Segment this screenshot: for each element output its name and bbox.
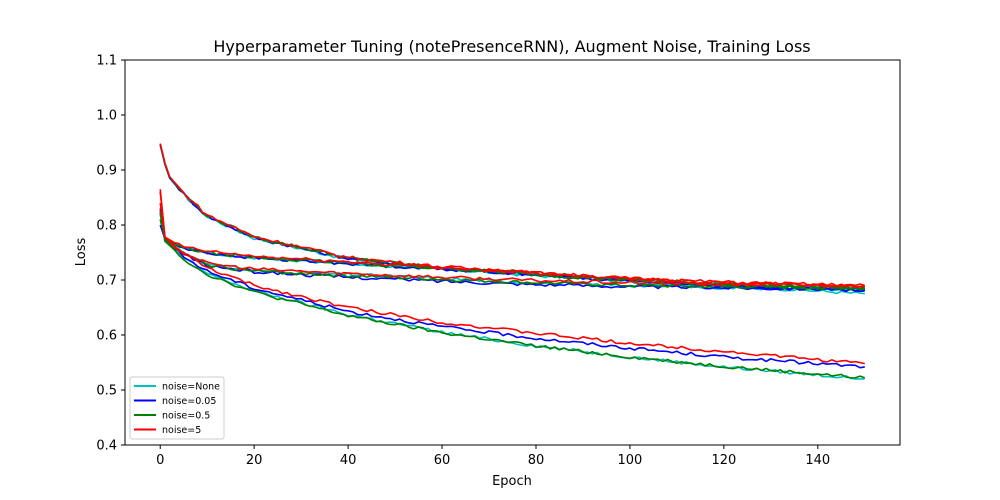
- series-line-noise-0-05-2: [159, 211, 866, 293]
- legend-label: noise=0.05: [162, 396, 216, 407]
- y-tick-label: 0.7: [96, 274, 117, 289]
- y-axis-ticks: 0.4 0.5 0.6 0.7 0.8 0.9 1.0 1.1: [96, 54, 125, 454]
- series-line-noise-0-05-4: [159, 208, 865, 369]
- series-line-noise-0-05-3: [159, 224, 865, 292]
- legend-label: noise=5: [162, 425, 201, 436]
- series-line-noise-5-3: [159, 189, 865, 288]
- y-tick-label: 0.4: [96, 439, 117, 454]
- y-axis-label: Loss: [74, 238, 89, 267]
- series-line-noise-0-5-3: [159, 219, 865, 291]
- legend-label: noise=0.5: [162, 411, 210, 422]
- y-tick-label: 0.6: [96, 329, 117, 344]
- series-line-noise-none-2: [159, 213, 865, 292]
- x-axis-label: Epoch: [492, 474, 532, 489]
- y-tick-label: 0.8: [96, 219, 117, 234]
- series-line-noise-0-5-4: [159, 211, 866, 379]
- x-axis-ticks: 0 20 40 60 80 100 120 140: [156, 445, 830, 468]
- series-line-noise-0-5-2: [159, 212, 865, 290]
- series-line-noise-none-3: [159, 219, 865, 291]
- series-line-noise-none-4: [159, 213, 865, 380]
- x-tick-label: 140: [805, 453, 830, 468]
- x-tick-label: 80: [528, 453, 545, 468]
- y-tick-label: 0.9: [96, 164, 117, 179]
- chart-title: Hyperparameter Tuning (notePresenceRNN),…: [213, 37, 810, 56]
- y-tick-label: 1.0: [96, 109, 117, 124]
- series-line-noise-5-4: [159, 202, 865, 365]
- series-line-noise-5-1: [159, 143, 866, 288]
- x-tick-label: 100: [618, 453, 643, 468]
- y-tick-label: 1.1: [96, 54, 117, 69]
- legend: noise=None noise=0.05 noise=0.5 noise=5: [129, 376, 225, 440]
- series-line-noise-0-5-1: [159, 143, 865, 291]
- x-tick-label: 0: [156, 453, 164, 468]
- series-line-noise-5-2: [159, 191, 865, 288]
- legend-box: [129, 376, 225, 440]
- legend-label: noise=None: [162, 382, 220, 393]
- plot-frame: [124, 59, 901, 446]
- x-tick-label: 60: [434, 453, 451, 468]
- x-tick-label: 40: [340, 453, 357, 468]
- x-tick-label: 120: [711, 453, 736, 468]
- x-tick-label: 20: [246, 453, 263, 468]
- series-lines: [159, 143, 866, 380]
- y-tick-label: 0.5: [96, 384, 117, 399]
